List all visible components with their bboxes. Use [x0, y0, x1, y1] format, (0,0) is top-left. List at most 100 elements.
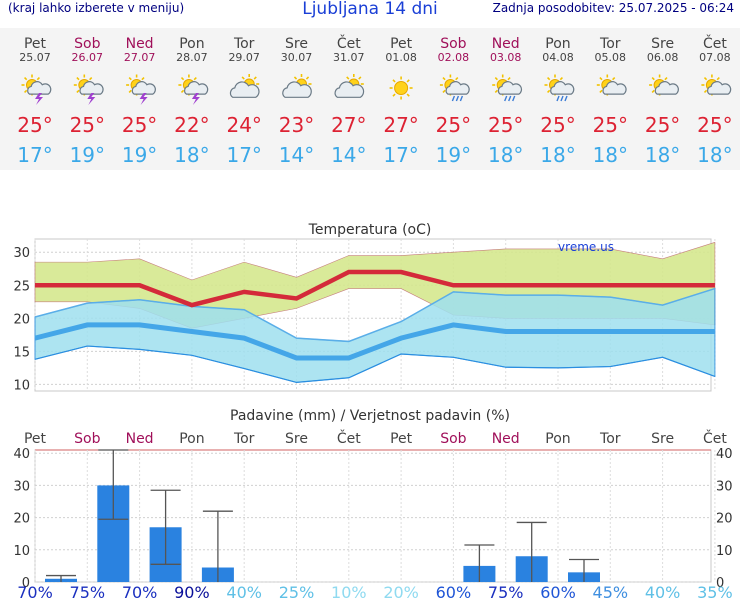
min-temp: 18°	[174, 143, 209, 167]
min-temp: 17°	[383, 143, 418, 167]
min-upper-line	[34, 287, 716, 343]
day-name: Sob	[74, 36, 100, 52]
min-lower-line	[34, 345, 716, 384]
sun-cloud-rain-icon	[492, 74, 523, 102]
temperature-chart: Temperatura (oC) 10 15 20 25 30 vreme.us	[13, 222, 716, 393]
day-date: 01.08	[385, 51, 417, 64]
max-temp: 24°	[226, 113, 261, 137]
min-temp: 19°	[436, 143, 471, 167]
tick-label-right: 0	[716, 576, 724, 591]
day-date: 27.07	[124, 51, 156, 64]
category-label: Pet	[24, 431, 47, 447]
precip-probability: 25%	[279, 583, 315, 600]
sun-cloud-thunder-icon	[126, 74, 156, 105]
day-name: Sre	[285, 36, 308, 52]
precip-probability: 40%	[226, 583, 262, 600]
day-date: 03.08	[490, 51, 522, 64]
tick-label: 15	[13, 345, 30, 360]
forecast-strip	[0, 28, 740, 170]
category-label: Pon	[545, 431, 570, 447]
precipitation-title: Padavine (mm) / Verjetnost padavin (%)	[230, 408, 510, 424]
min-temp: 18°	[697, 143, 732, 167]
plot-area	[34, 449, 712, 583]
day-name: Čet	[703, 34, 727, 52]
category-label: Tor	[233, 431, 255, 447]
max-temp: 25°	[540, 113, 575, 137]
sun-icon	[389, 76, 413, 100]
min-temp: 17°	[17, 143, 52, 167]
sun-cloud-thunder-icon	[73, 74, 104, 105]
precip-probability: 60%	[540, 583, 576, 600]
min-temp: 18°	[645, 143, 680, 167]
day-date: 05.08	[595, 51, 627, 64]
temperature-title: Temperatura (oC)	[308, 222, 432, 238]
precip-probability: 45%	[593, 583, 629, 600]
category-label: Sre	[285, 431, 308, 447]
day-name: Tor	[233, 36, 255, 52]
tick-label: 10	[13, 378, 30, 393]
precip-probability: 75%	[488, 583, 524, 600]
day-name: Pon	[179, 36, 204, 52]
min-temp: 18°	[488, 143, 523, 167]
day-date: 30.07	[281, 51, 313, 64]
precip-probability: 35%	[697, 583, 733, 600]
day-date: 25.07	[19, 51, 51, 64]
category-label: Ned	[492, 431, 520, 447]
precip-probability: 70%	[122, 583, 158, 600]
min-temp-line	[34, 322, 715, 361]
category-label: Čet	[703, 429, 727, 447]
sun-cloud-thunder-icon	[21, 74, 52, 105]
max-temp: 25°	[488, 113, 523, 137]
min-temp: 18°	[593, 143, 628, 167]
max-temp: 25°	[593, 113, 628, 137]
tick-label-left: 30	[13, 479, 30, 494]
partly-cloudy-icon	[334, 74, 365, 98]
day-date: 07.08	[699, 51, 731, 64]
day-name: Pet	[24, 36, 47, 52]
max-temp: 25°	[17, 113, 52, 137]
sun-cloud-rain-icon	[544, 74, 575, 102]
sun-cloud-rain-icon	[439, 74, 470, 102]
max-temp: 25°	[697, 113, 732, 137]
day-date: 06.08	[647, 51, 679, 64]
day-name: Tor	[599, 36, 621, 52]
partly-cloudy-icon	[229, 74, 260, 98]
min-temp: 18°	[540, 143, 575, 167]
precip-probability: 90%	[174, 583, 210, 600]
day-name: Ned	[492, 36, 520, 52]
tick-label: 20	[13, 312, 30, 327]
min-temp: 14°	[331, 143, 366, 167]
category-label: Pet	[390, 431, 413, 447]
tick-label-left: 40	[13, 447, 30, 462]
max-temp: 27°	[331, 113, 366, 137]
max-temp-line	[35, 269, 715, 308]
tick-label: 25	[13, 279, 30, 294]
category-label: Sre	[651, 431, 674, 447]
category-label: Sob	[440, 431, 466, 447]
day-date: 26.07	[72, 51, 104, 64]
category-label: Tor	[599, 431, 621, 447]
menu-hint: (kraj lahko izberete v meniju)	[8, 1, 185, 15]
precip-probability: 75%	[70, 583, 106, 600]
category-label: Čet	[337, 429, 361, 447]
precip-probability: 60%	[436, 583, 472, 600]
day-date: 29.07	[228, 51, 260, 64]
category-label: Sob	[74, 431, 100, 447]
min-temp: 14°	[279, 143, 314, 167]
last-update: Zadnja posodobitev: 25.07.2025 - 06:24	[492, 1, 734, 15]
sun-cloud-icon	[701, 74, 732, 96]
sun-cloud-thunder-icon	[178, 74, 209, 105]
day-date: 02.08	[438, 51, 470, 64]
tick-label-right: 10	[716, 544, 733, 559]
category-label: Pon	[179, 431, 204, 447]
precipitation-chart: Padavine (mm) / Verjetnost padavin (%) Pe…	[13, 408, 733, 600]
max-temp: 25°	[645, 113, 680, 137]
max-temp: 27°	[383, 113, 418, 137]
precip-probability: 40%	[645, 583, 681, 600]
max-temp: 22°	[174, 113, 209, 137]
max-temp: 25°	[122, 113, 157, 137]
page-title: Ljubljana 14 dni	[302, 0, 438, 19]
max-temp: 23°	[279, 113, 314, 137]
precip-probability: 10%	[331, 583, 367, 600]
